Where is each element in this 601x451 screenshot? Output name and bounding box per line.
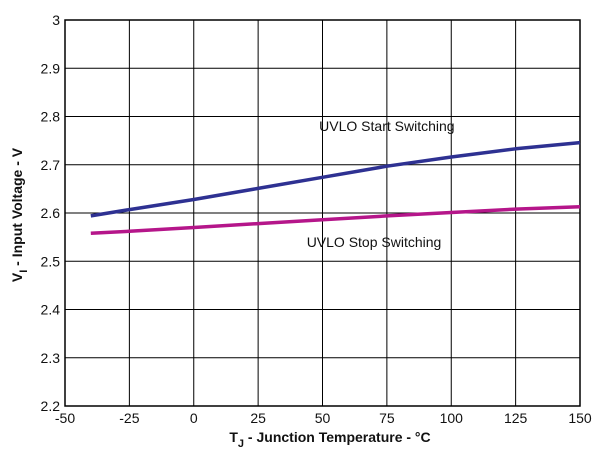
x-tick-label-0: -50 — [55, 410, 75, 426]
y-axis-title: VI - Input Voltage - V — [9, 147, 30, 282]
y-tick-label-1: 2.3 — [41, 350, 61, 366]
x-axis-ticks: -50 -25 0 25 50 75 100 125 150 — [55, 410, 592, 426]
x-tick-label-1: -25 — [119, 410, 139, 426]
x-tick-label-8: 150 — [568, 410, 592, 426]
x-tick-label-5: 75 — [379, 410, 395, 426]
x-tick-label-3: 25 — [250, 410, 266, 426]
y-tick-label-2: 2.4 — [41, 302, 61, 318]
y-axis-ticks: 2.2 2.3 2.4 2.5 2.6 2.7 2.8 2.9 3 — [41, 12, 61, 414]
y-tick-label-3: 2.5 — [41, 253, 61, 269]
y-tick-label-5: 2.7 — [41, 157, 61, 173]
x-tick-label-6: 100 — [440, 410, 464, 426]
y-tick-label-4: 2.6 — [41, 205, 61, 221]
y-tick-label-7: 2.9 — [41, 60, 61, 76]
y-tick-label-0: 2.2 — [41, 398, 61, 414]
grid — [64, 19, 581, 407]
x-tick-label-7: 125 — [504, 410, 528, 426]
y-tick-label-6: 2.8 — [41, 109, 61, 125]
x-tick-label-2: 0 — [190, 410, 198, 426]
x-tick-label-4: 50 — [315, 410, 331, 426]
annotation-0: UVLO Start Switching — [319, 118, 454, 134]
series-layer — [90, 140, 581, 236]
plot-frame — [64, 19, 581, 407]
annotation-1: UVLO Stop Switching — [307, 234, 442, 250]
series-line-0 — [90, 140, 581, 218]
annotations: UVLO Start Switching UVLO Stop Switching — [307, 118, 455, 250]
x-axis-title: TJ - Junction Temperature - °C — [229, 429, 430, 450]
y-tick-label-8: 3 — [52, 12, 60, 28]
series-line-1 — [90, 204, 581, 236]
